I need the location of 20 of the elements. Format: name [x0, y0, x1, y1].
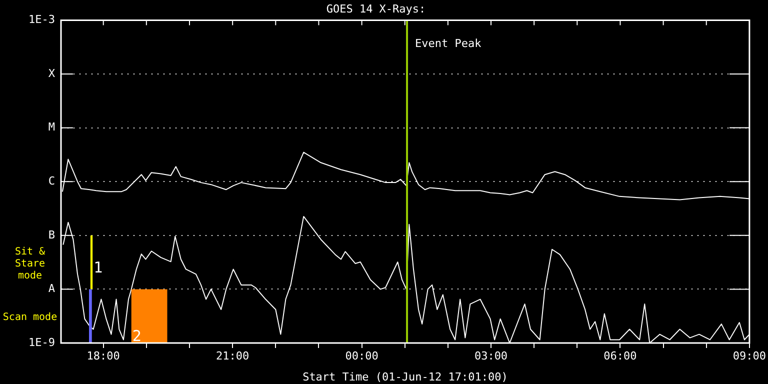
y-tick-label: A: [48, 282, 56, 296]
text: Sit & Stare mode: [14, 246, 46, 282]
chart-title: GOES 14 X-Rays:: [326, 2, 426, 16]
y-tick-label: M: [48, 120, 56, 134]
y-tick-label: 1E-9: [28, 336, 55, 349]
ref-line-label: Event Peak: [415, 37, 482, 50]
x-tick-label: 21:00: [216, 349, 250, 362]
x-tick-label: 06:00: [604, 349, 637, 362]
y-tick-label: 1E-3: [28, 13, 55, 26]
x-tick-label: 09:00: [732, 349, 766, 362]
x-axis-title: Start Time (01-Jun-12 17:01:00): [302, 370, 508, 384]
y-tick-label: C: [48, 174, 55, 188]
y-tick-label: B: [48, 228, 56, 242]
text: Scan mode: [2, 312, 58, 324]
y-tick-label: X: [48, 66, 56, 80]
x-tick-label: 03:00: [474, 349, 508, 362]
x-tick-label: 00:00: [345, 349, 378, 362]
x-tick-label: 18:00: [86, 349, 120, 362]
band-label: 2: [132, 327, 142, 345]
band-label: 1: [94, 258, 103, 276]
